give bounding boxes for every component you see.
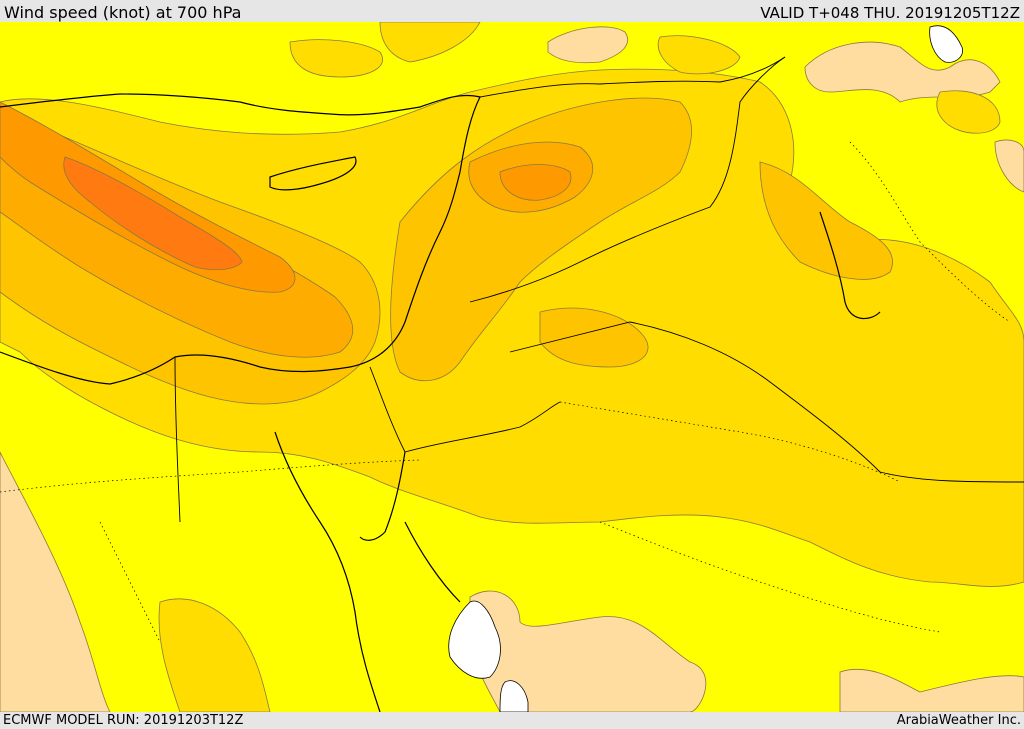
valid-time: VALID T+048 THU. 20191205T12Z — [760, 4, 1020, 22]
orange-levant-core — [499, 164, 572, 201]
coast-cyprus — [269, 156, 357, 191]
border-turkey-syria — [479, 56, 786, 98]
dotted-5 — [99, 521, 161, 643]
coastlines — [0, 93, 881, 712]
amber-east — [759, 161, 893, 280]
dotted-1 — [0, 459, 421, 493]
coast-med-south — [0, 171, 461, 385]
coast-sinai-gulf — [274, 431, 381, 712]
dotted-2 — [559, 401, 901, 483]
dotted-4 — [849, 141, 1011, 323]
calm-areas — [448, 25, 963, 712]
low-wind-areas — [0, 26, 1024, 712]
border-egypt-israel — [369, 366, 406, 453]
gold-north-patch-1 — [289, 39, 383, 78]
low-wind-west — [0, 451, 111, 712]
low-wind-far-east — [994, 139, 1024, 193]
map-footer: ECMWF MODEL RUN: 20191203T12Z ArabiaWeat… — [0, 712, 1024, 729]
dotted-borders — [0, 141, 1011, 643]
political-borders — [174, 56, 1024, 523]
gold-east-patch — [936, 90, 1001, 134]
dotted-3 — [599, 521, 941, 633]
border-jordan-saudi — [404, 401, 561, 453]
map-svg — [0, 22, 1024, 712]
border-iraq-saudi — [509, 321, 1024, 483]
amber-southeast — [539, 307, 649, 368]
gold-southwest-patch — [158, 598, 271, 712]
orange-dark-areas — [63, 156, 243, 271]
coast-red-sea-east — [404, 521, 461, 603]
coast-turkey-south — [0, 93, 481, 173]
orange-dark-jet-max — [63, 156, 243, 271]
credit-label: ArabiaWeather Inc. — [896, 713, 1021, 728]
border-egypt-libya — [174, 356, 181, 523]
low-wind-north-east — [804, 41, 1001, 103]
amber-levant — [390, 97, 692, 381]
model-run-label: ECMWF MODEL RUN: 20191203T12Z — [3, 713, 244, 728]
low-wind-south-center — [469, 590, 707, 712]
wind-speed-map[interactable] — [0, 22, 1024, 712]
low-wind-south-east — [839, 668, 1024, 712]
map-title: Wind speed (knot) at 700 hPa — [4, 3, 242, 22]
calm-red-sea-north — [448, 600, 501, 679]
coast-gulf — [819, 211, 881, 320]
border-jordan-iraq — [469, 56, 786, 303]
calm-caspian — [929, 25, 963, 63]
map-header: Wind speed (knot) at 700 hPa VALID T+048… — [0, 0, 1024, 22]
calm-red-sea-south — [499, 680, 529, 712]
gold-north-patch-2 — [379, 22, 481, 63]
low-wind-north-center — [547, 26, 628, 64]
coast-sinai-aqaba — [359, 451, 406, 541]
gold-north-patch-3 — [657, 35, 741, 75]
